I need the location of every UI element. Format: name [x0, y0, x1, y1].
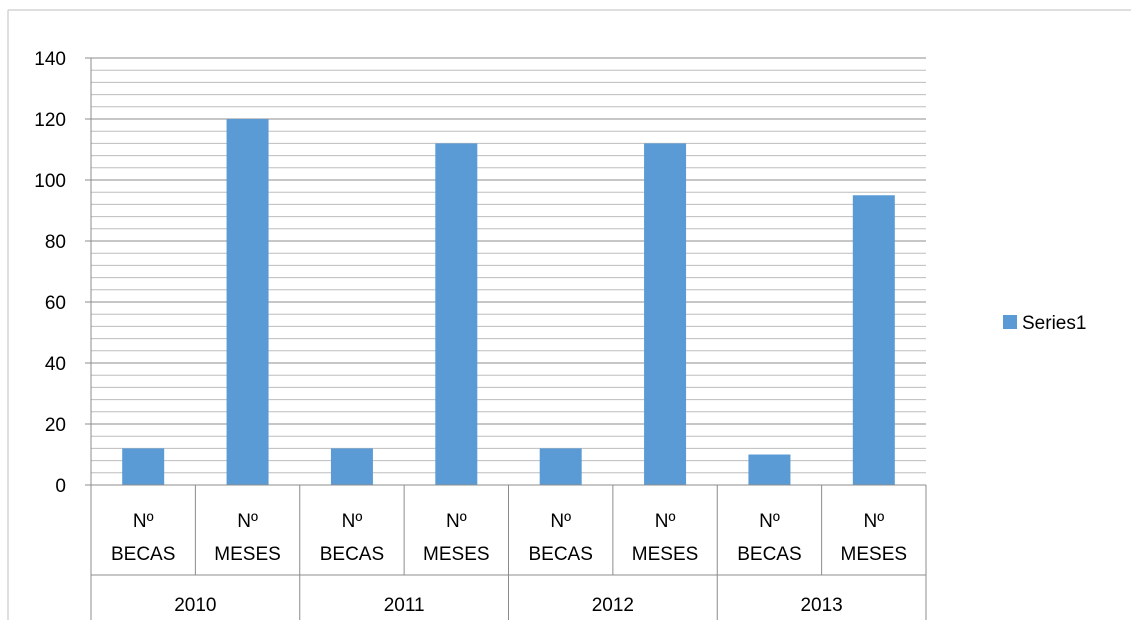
y-tick-label: 0	[55, 476, 66, 497]
y-tick-label: 60	[45, 293, 66, 314]
bar	[644, 143, 687, 485]
x-category-label: Nº MESES	[423, 511, 490, 565]
y-tick-label: 40	[45, 354, 66, 375]
x-category-label: Nº MESES	[841, 511, 908, 565]
x-category-label: Nº MESES	[214, 511, 281, 565]
bar	[852, 195, 895, 485]
x-group-label: 2010	[174, 595, 216, 616]
x-category-label: Nº BECAS	[528, 511, 592, 565]
x-group-labels: 2010 2011 2012 2013	[174, 595, 843, 616]
legend: Series1	[1003, 313, 1086, 334]
legend-label: Series1	[1022, 313, 1086, 334]
x-category-label: Nº BECAS	[320, 511, 384, 565]
y-tick-label: 20	[45, 415, 66, 436]
x-group-label: 2013	[800, 595, 842, 616]
x-group-label: 2012	[592, 595, 634, 616]
y-tick-label: 100	[34, 171, 66, 192]
x-group-label: 2011	[384, 595, 425, 616]
y-tick-label: 80	[45, 232, 66, 253]
bar	[122, 448, 165, 485]
bar	[330, 448, 373, 485]
bar	[226, 119, 269, 485]
x-category-labels: Nº BECAS Nº MESES Nº BECAS Nº MESES Nº BECAS Nº MES…	[111, 511, 907, 565]
axes	[85, 57, 927, 620]
bar	[435, 143, 478, 485]
chart-border	[7, 9, 1131, 620]
x-category-label: Nº MESES	[632, 511, 699, 565]
bar	[539, 448, 582, 485]
y-tick-label: 140	[34, 49, 66, 70]
x-category-label: Nº BECAS	[111, 511, 175, 565]
legend-swatch	[1003, 315, 1017, 329]
bar	[748, 454, 791, 485]
y-tick-label: 120	[34, 110, 66, 131]
bars	[122, 119, 895, 485]
x-category-label: Nº BECAS	[737, 511, 801, 565]
gridlines	[91, 57, 926, 474]
y-tick-labels: 0 20 40 60 80 100 120 140	[34, 49, 66, 497]
